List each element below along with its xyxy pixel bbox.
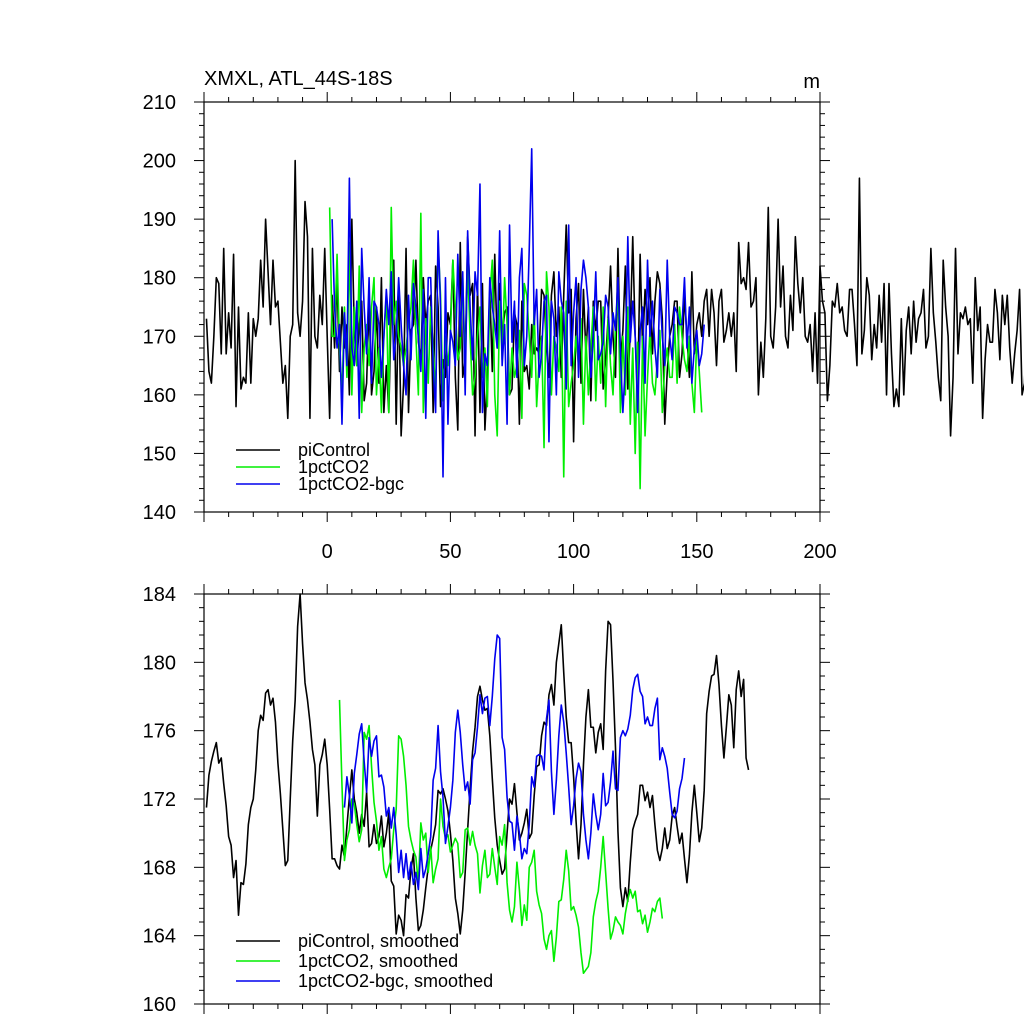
legend-label: 1pctCO2-bgc, smoothed — [298, 971, 493, 991]
x-tick-label: 150 — [680, 541, 713, 563]
x-tick-label: 200 — [803, 541, 836, 563]
series-line-1pctco2-bgc — [331, 148, 705, 478]
y-tick-label: 168 — [143, 857, 176, 879]
legend-label: 1pctCO2-bgc — [298, 474, 404, 494]
y-tick-label: 170 — [143, 326, 176, 348]
legend-label: piControl — [298, 440, 370, 460]
top-panel: 0 50 100 150 200 140 150 160 170 180 190 200 210 piCo… — [143, 92, 1024, 563]
legend-label: 1pctCO2, smoothed — [298, 951, 458, 971]
y-tick-label: 150 — [143, 443, 176, 465]
y-tick-label: 160 — [143, 994, 176, 1016]
y-tick-label: 164 — [143, 926, 176, 948]
y-tick-label: 176 — [143, 721, 176, 743]
y-tick-label: 160 — [143, 385, 176, 407]
y-tick-label: 200 — [143, 151, 176, 173]
series-line-picontrol — [205, 159, 1024, 443]
y-tick-label: 184 — [143, 584, 176, 606]
x-tick-label: 100 — [557, 541, 590, 563]
y-tick-label: 172 — [143, 789, 176, 811]
y-tick-label: 180 — [143, 268, 176, 290]
y-tick-label: 140 — [143, 502, 176, 524]
series-line-1pctco2-bgc-smoothed — [343, 634, 686, 891]
series-line-1pctco2 — [328, 206, 703, 490]
y-tick-label: 210 — [143, 92, 176, 114]
figure-title: XMXL, ATL_44S-18S — [204, 68, 393, 90]
series-line-picontrol-smoothed — [205, 593, 750, 937]
units-label: m — [803, 71, 820, 93]
x-tick-label: 0 — [322, 541, 333, 563]
y-tick-label: 180 — [143, 652, 176, 674]
bottom-panel: 160 164 168 172 176 180 184 piControl, smoothed… — [143, 584, 830, 1016]
plot-frame — [203, 101, 821, 513]
series-line-1pctco2-smoothed — [338, 699, 664, 975]
y-tick-label: 190 — [143, 209, 176, 231]
legend-label: 1pctCO2 — [298, 457, 369, 477]
legend-label: piControl, smoothed — [298, 931, 459, 951]
x-tick-label: 50 — [439, 541, 461, 563]
